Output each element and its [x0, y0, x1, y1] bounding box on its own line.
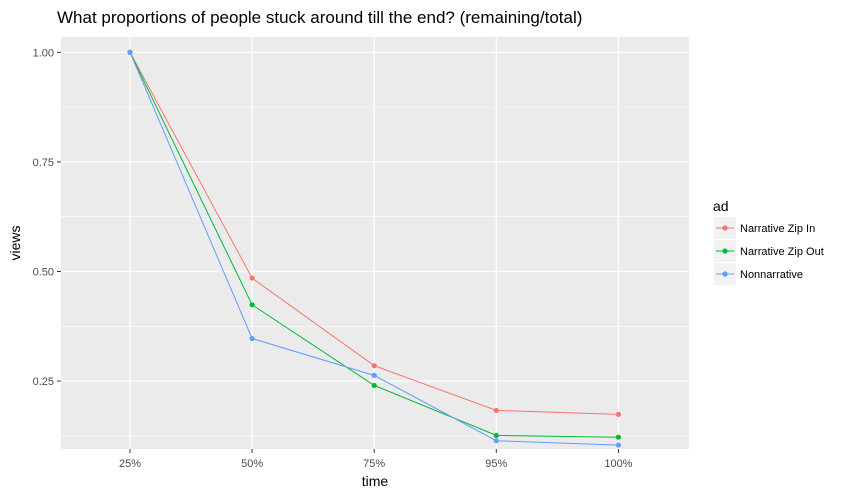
x-axis-title: time: [362, 473, 389, 489]
data-point: [249, 302, 255, 308]
data-point: [127, 49, 133, 55]
data-point: [249, 335, 255, 342]
series-lines: [127, 49, 622, 448]
data-point: [371, 372, 377, 378]
x-tick-label: 50%: [241, 458, 263, 470]
data-point: [615, 411, 622, 417]
legend: ad Narrative Zip In Narrative Zip Out Nonn…: [713, 198, 824, 285]
data-point: [371, 363, 377, 369]
x-axis-ticks: 25% 50% 75% 95% 100%: [119, 449, 633, 470]
legend-key-point: [722, 271, 728, 277]
legend-label: Nonnarrative: [740, 269, 803, 281]
data-point: [615, 434, 622, 440]
x-tick-label: 25%: [119, 458, 141, 470]
x-tick-label: 75%: [363, 458, 385, 470]
y-axis-ticks: 1.00 0.75 0.50 0.25: [33, 47, 61, 388]
y-axis-title: views: [7, 225, 23, 260]
grid-lines: [61, 37, 689, 449]
legend-label: Narrative Zip Out: [740, 246, 824, 258]
data-point: [493, 438, 499, 444]
legend-key-point: [722, 248, 728, 254]
y-tick-label: 0.25: [33, 376, 54, 388]
plot-panel: [61, 37, 689, 449]
chart-title: What proportions of people stuck around …: [57, 8, 582, 27]
legend-label: Narrative Zip In: [740, 223, 815, 235]
data-point: [615, 442, 622, 448]
data-point: [493, 432, 499, 439]
data-point: [249, 275, 255, 281]
legend-key-point: [722, 225, 728, 231]
y-tick-label: 0.50: [33, 266, 54, 278]
y-tick-label: 1.00: [33, 47, 54, 59]
y-tick-label: 0.75: [33, 157, 54, 169]
x-tick-label: 95%: [485, 458, 507, 470]
data-point: [493, 407, 499, 414]
x-tick-label: 100%: [604, 458, 632, 470]
legend-title: ad: [713, 198, 729, 214]
data-point: [371, 382, 377, 389]
